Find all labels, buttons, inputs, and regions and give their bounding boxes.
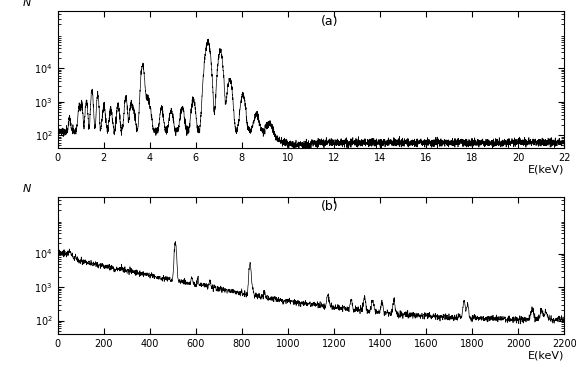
Y-axis label: $N$: $N$	[22, 0, 32, 9]
X-axis label: E(keV): E(keV)	[528, 165, 564, 175]
Y-axis label: $N$: $N$	[22, 182, 32, 194]
X-axis label: E(keV): E(keV)	[528, 350, 564, 360]
Text: (a): (a)	[321, 15, 339, 28]
Text: (b): (b)	[321, 200, 339, 213]
